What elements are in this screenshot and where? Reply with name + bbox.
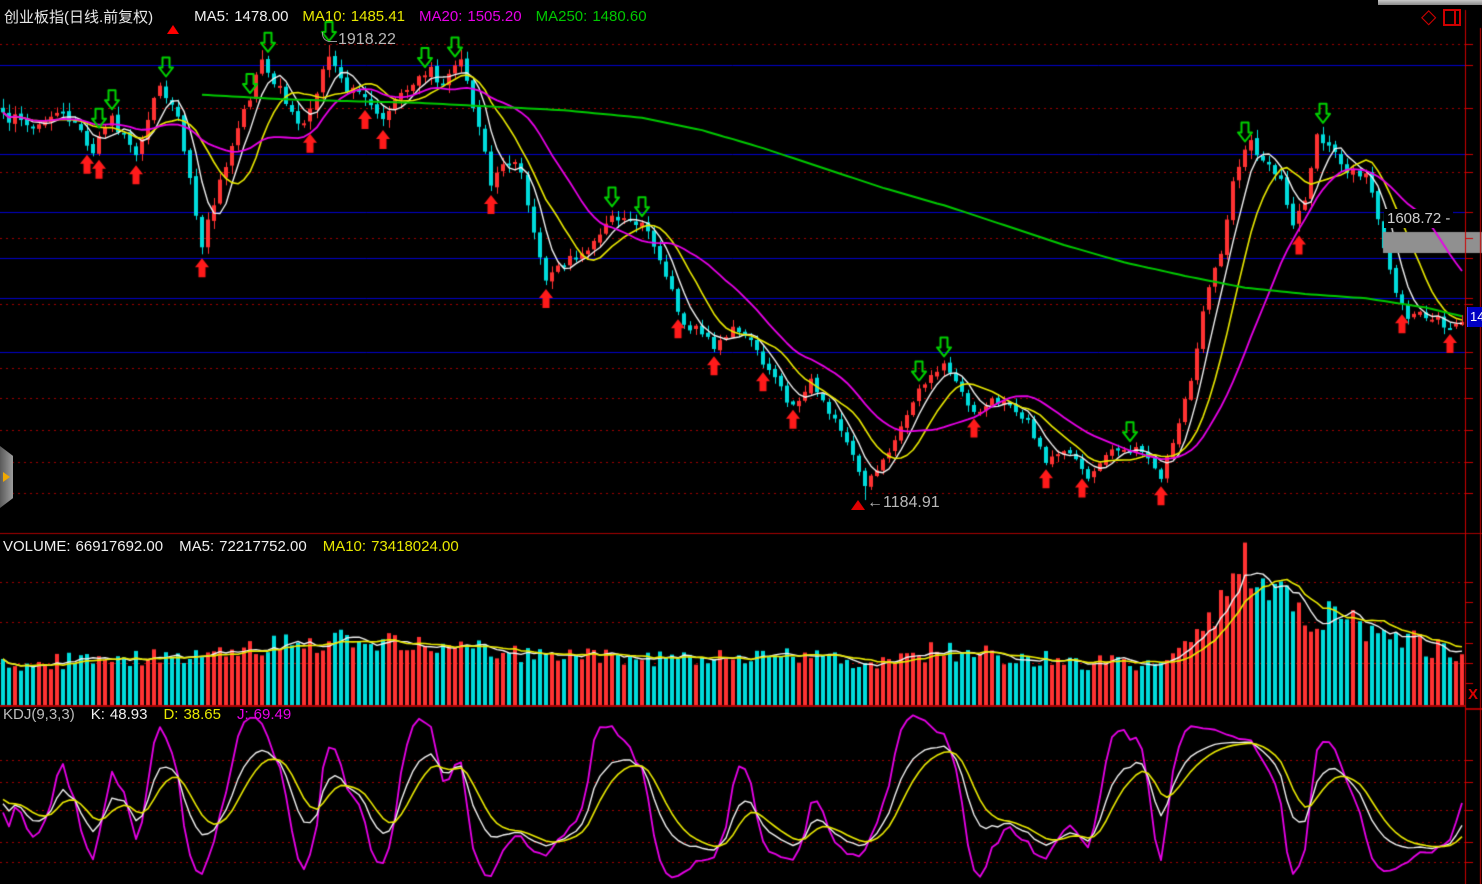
kdj-panel-header: KDJ(9,3,3) K: 48.93 D: 38.65 J: 69.49 <box>3 706 291 723</box>
symbol-title: 创业板指(日线.前复权) <box>4 9 154 26</box>
split-window-icon[interactable] <box>1443 8 1462 26</box>
kdj-j-readout: J: 69.49 <box>236 706 292 723</box>
ma5-readout: MA5: 1478.00 <box>194 8 289 25</box>
sidebar-flyout-tab[interactable] <box>0 446 13 508</box>
volume-readout: VOLUME: 66917692.00 <box>3 538 164 555</box>
close-indicator-icon[interactable]: X <box>1468 686 1479 703</box>
annotation-connector <box>322 32 337 42</box>
kdj-d-readout: D: 38.65 <box>163 706 221 723</box>
low-price-label: 1184.91 <box>883 494 940 511</box>
ma250-readout: MA250: 1480.60 <box>535 8 647 25</box>
low-marker-triangle <box>851 500 865 510</box>
trend-up-arrow-icon <box>167 8 180 34</box>
low-price-annotation: ← 1184.91 <box>851 494 940 512</box>
diamond-icon[interactable]: ◇ <box>1421 6 1437 28</box>
volume-ma10-readout: MA10: 73418024.00 <box>322 538 459 555</box>
high-price-label: 1918.22 <box>338 31 396 48</box>
volume-ma5-readout: MA5: 72217752.00 <box>179 538 307 555</box>
expand-arrow-icon <box>3 472 10 482</box>
kdj-k-readout: K: 48.93 <box>90 706 148 723</box>
volume-panel-header: VOLUME: 66917692.00 MA5: 72217752.00 MA10:… <box>3 538 459 555</box>
kdj-title: KDJ(9,3,3) <box>3 706 75 723</box>
ma20-readout: MA20: 1505.20 <box>419 8 522 25</box>
ma10-readout: MA10: 1485.41 <box>302 8 406 25</box>
price-level-tag[interactable]: 1608.72 - <box>1384 209 1454 228</box>
current-price-axis-box: 14 <box>1467 307 1482 327</box>
high-price-annotation: 1918.22 <box>322 31 396 49</box>
window-controls: ◇ <box>1421 6 1462 28</box>
window-top-edge <box>1378 0 1482 5</box>
left-arrow-glyph: ← <box>867 494 883 511</box>
main-chart-header: 创业板指(日线.前复权) MA5: 1478.00 MA10: 1485.41 MA… <box>4 6 647 34</box>
